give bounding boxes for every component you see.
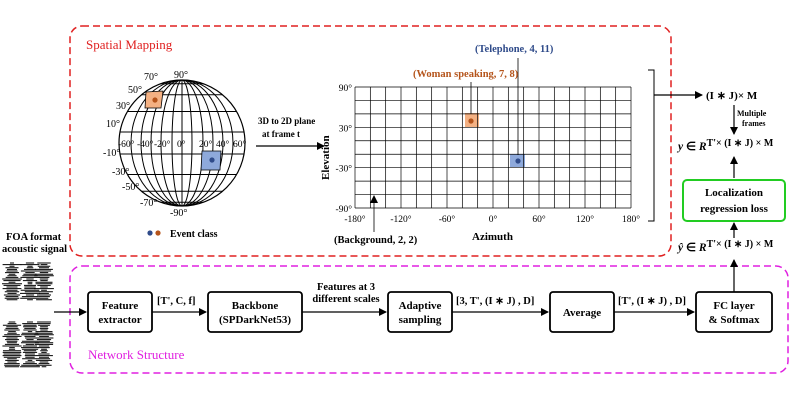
- edge4-label: [T', (I ∗ J) , D]: [618, 296, 686, 307]
- sphere-lon-label-3: 0°: [177, 139, 186, 150]
- backbone-line1: Backbone: [232, 300, 279, 312]
- sphere-lat-label-4: -10°: [103, 148, 120, 159]
- localization-loss-box: [682, 179, 786, 222]
- annotation-woman: (Woman speaking, 7, 8): [413, 69, 519, 80]
- grid-x-tick-6: 180°: [622, 214, 640, 225]
- sphere-woman-dot: [152, 97, 158, 103]
- waveform-trace-5: [34, 321, 54, 368]
- waveform-trace-0: [2, 262, 22, 301]
- legend-woman-dot: [155, 230, 161, 236]
- waveform-trace-4: [20, 321, 40, 368]
- grid-elevation-label: Elevation: [320, 135, 332, 180]
- adaptive-sampling-line1: Adaptive: [399, 300, 442, 312]
- multiple-frames-line1: Multiple: [737, 109, 767, 118]
- sphere-lon-label-4: 20°: [199, 139, 213, 150]
- grid-azimuth-label: Azimuth: [472, 231, 513, 243]
- sphere-lat-label-5: -30°: [112, 167, 129, 178]
- grid-x-tick-3: 0°: [489, 214, 498, 225]
- waveform-trace-1: [20, 262, 40, 301]
- input-label-line1: FOA format: [6, 232, 62, 243]
- grid-x-tick-labels: -180° -120° -60° 0° 60° 120° 180°: [344, 214, 640, 225]
- spatial-mapping-frame: [69, 25, 672, 257]
- projection-label-line1: 3D to 2D plane: [258, 116, 315, 126]
- grid-x-tick-5: 120°: [576, 214, 594, 225]
- network-structure-title: Network Structure: [88, 347, 185, 362]
- y-formula: y ∈ RT'× (I ∗ J) × M: [676, 138, 774, 153]
- waveform-trace-2: [34, 262, 54, 301]
- sphere-longitude-lines: [130, 79, 234, 207]
- grid-y-tick-3: -90°: [336, 204, 353, 215]
- grid-woman-dot: [468, 118, 474, 124]
- sphere-lat-label-3: 10°: [106, 119, 120, 130]
- grid-x-tick-0: -180°: [344, 214, 365, 225]
- edge3-label: [3, T', (I ∗ J) , D]: [456, 296, 534, 307]
- loss-box-line2: regression loss: [700, 203, 768, 215]
- y-hat-formula: ŷ ∈ RT'× (I ∗ J) × M: [676, 239, 774, 254]
- feature-extractor-line2: extractor: [98, 314, 141, 326]
- adaptive-sampling-box: [387, 291, 453, 333]
- sphere-lon-label-5: 40°: [216, 139, 230, 150]
- sphere-lon-line-5: [130, 79, 234, 207]
- grid-x-tick-2: -60°: [439, 214, 456, 225]
- fc-layer-line1: FC layer: [713, 300, 754, 312]
- sphere-bottom-label: -90°: [170, 208, 187, 219]
- loss-box-line1: Localization: [705, 187, 763, 199]
- grid-lines: [354, 86, 632, 209]
- sphere-lat-label-6: -50°: [122, 182, 139, 193]
- sphere-longitude-labels: -60° -40° -20° 0° 20° 40° 60°: [118, 139, 247, 150]
- grid-bracket: [648, 69, 655, 222]
- grid-x-tick-4: 60°: [532, 214, 546, 225]
- edge1-label: [T', C, f]: [157, 296, 196, 307]
- sphere-telephone-dot: [209, 157, 215, 163]
- input-label-line2: acoustic signal: [2, 244, 67, 255]
- network-structure-frame: [69, 265, 789, 374]
- backbone-box: [207, 291, 303, 333]
- sphere-lon-label-2: -20°: [154, 139, 171, 150]
- foa-waveform-icon: [2, 262, 54, 368]
- azimuth-elevation-grid: [354, 86, 632, 209]
- projection-label-line2: at frame t: [262, 129, 300, 139]
- grid-y-tick-2: -30°: [336, 164, 353, 175]
- sphere-lat-label-2: 30°: [116, 101, 130, 112]
- adaptive-sampling-line2: sampling: [399, 314, 442, 326]
- sphere-lon-label-6: 60°: [233, 139, 247, 150]
- annotation-telephone: (Telephone, 4, 11): [475, 44, 554, 55]
- legend-event-class-label: Event class: [170, 229, 218, 240]
- sphere-lon-label-1: -40°: [137, 139, 154, 150]
- sphere-latitude-labels: 70°50° 30° 10° -10° -30° -50°-70°: [103, 72, 158, 209]
- fc-layer-line2: & Softmax: [708, 314, 760, 326]
- edge2-line2: different scales: [312, 294, 379, 305]
- grid-x-tick-1: -120°: [390, 214, 411, 225]
- sphere-lat-label-7: -70°: [140, 198, 157, 209]
- backbone-line2: (SPDarkNet53): [219, 314, 291, 326]
- fc-layer-box: [695, 291, 773, 333]
- grid-y-tick-0: 90°: [339, 83, 353, 94]
- edge2-line1: Features at 3: [317, 282, 375, 293]
- feature-extractor-line1: Feature: [102, 300, 139, 312]
- output-dim-label: (I ∗ J)× M: [706, 90, 758, 102]
- waveform-trace-3: [2, 321, 22, 368]
- spatial-mapping-title: Spatial Mapping: [86, 37, 173, 52]
- feature-extractor-box: [87, 291, 153, 333]
- sphere-top-label: 90°: [174, 70, 188, 81]
- grid-y-tick-1: 30°: [339, 123, 353, 134]
- multiple-frames-line2: frames: [742, 119, 766, 128]
- grid-y-tick-labels: 90° 30° -30° -90°: [336, 83, 353, 215]
- average-label: Average: [563, 307, 601, 319]
- sphere-lon-label-0: -60°: [118, 139, 135, 150]
- legend-telephone-dot: [147, 230, 153, 236]
- sphere-lat-label-1: 50°: [128, 85, 142, 96]
- grid-telephone-dot: [515, 158, 521, 164]
- sphere-lat-label-0: 70°: [144, 72, 158, 83]
- sphere-globe: [118, 79, 246, 207]
- annotation-background: (Background, 2, 2): [334, 235, 418, 246]
